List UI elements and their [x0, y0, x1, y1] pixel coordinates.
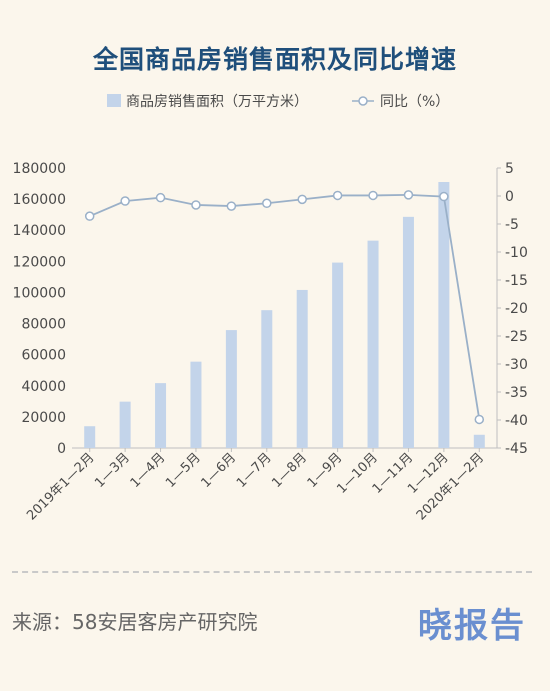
y-right-tick-label: -15	[505, 273, 528, 289]
chart-title: 全国商品房销售面积及同比增速	[92, 45, 457, 74]
bar	[119, 401, 131, 448]
yoy-point	[120, 196, 130, 206]
yoy-line	[89, 193, 481, 420]
y-left-tick-label: 40000	[21, 379, 66, 395]
yoy-point	[262, 198, 272, 209]
y-right-tick-label: 0	[505, 189, 514, 205]
yoy-point	[439, 191, 449, 202]
legend-line-marker	[358, 96, 368, 106]
yoy-point	[474, 414, 485, 425]
bar	[84, 426, 96, 448]
yoy-point	[297, 194, 307, 205]
x-tick-label: 1—6月	[199, 450, 240, 491]
y-right-tick-label: -5	[505, 217, 519, 233]
yoy-point	[155, 192, 166, 203]
legend-bar-swatch	[107, 94, 121, 107]
yoy-point	[84, 211, 95, 221]
yoy-point	[403, 190, 414, 200]
y-left-tick-label: 100000	[13, 285, 66, 301]
x-tick-label: 1—7月	[234, 450, 275, 491]
y-right-tick-label: -45	[505, 441, 528, 457]
x-tick-label: 1—8月	[269, 450, 310, 491]
source-note: 来源：58安居客房产研究院	[12, 610, 258, 634]
yoy-point	[368, 190, 378, 201]
yoy-point	[191, 200, 201, 210]
y-left-tick-label: 120000	[13, 254, 66, 270]
legend-bar-label: 商品房销售面积（万平方米）	[126, 94, 308, 110]
y-left-tick-label: 180000	[13, 161, 66, 177]
y-left-tick-label: 0	[57, 441, 66, 457]
x-tick-label: 1—3月	[92, 450, 133, 491]
bar	[402, 216, 414, 448]
bar	[473, 434, 485, 448]
divider	[12, 571, 532, 573]
y-right-tick-label: -10	[505, 245, 528, 261]
y-right-tick-label: -40	[505, 413, 528, 429]
y-left-tick-label: 140000	[13, 223, 66, 239]
bar	[155, 383, 167, 448]
yoy-point	[226, 201, 237, 211]
y-left-tick-label: 80000	[21, 317, 66, 333]
bar	[367, 240, 379, 448]
x-tick-label: 1—5月	[163, 450, 204, 491]
y-right-tick-label: -20	[505, 301, 528, 317]
y-left-tick-label: 20000	[21, 410, 66, 426]
y-right-tick-label: 5	[505, 161, 514, 177]
yoy-point	[332, 190, 343, 201]
bar	[438, 182, 450, 448]
legend-line-label: 同比（%）	[380, 94, 449, 110]
bar	[296, 289, 308, 448]
y-left-tick-label: 160000	[13, 192, 66, 208]
bar	[225, 330, 237, 448]
bar	[190, 361, 202, 448]
chart-canvas: 商品房销售面积（万平方米） 同比（%） 0 20000 40000 60000 80000 1…	[13, 94, 528, 524]
brand-logo: 晓报告	[418, 606, 526, 646]
x-tick-label: 2019年1—2月	[24, 450, 97, 523]
y-right-tick-label: -25	[505, 329, 528, 345]
y-right-tick-label: -35	[505, 385, 528, 401]
bar	[332, 262, 344, 448]
bar	[261, 310, 273, 448]
y-right-tick-label: -30	[505, 357, 528, 373]
x-tick-label: 1—4月	[128, 450, 169, 491]
y-left-tick-label: 60000	[21, 348, 66, 364]
